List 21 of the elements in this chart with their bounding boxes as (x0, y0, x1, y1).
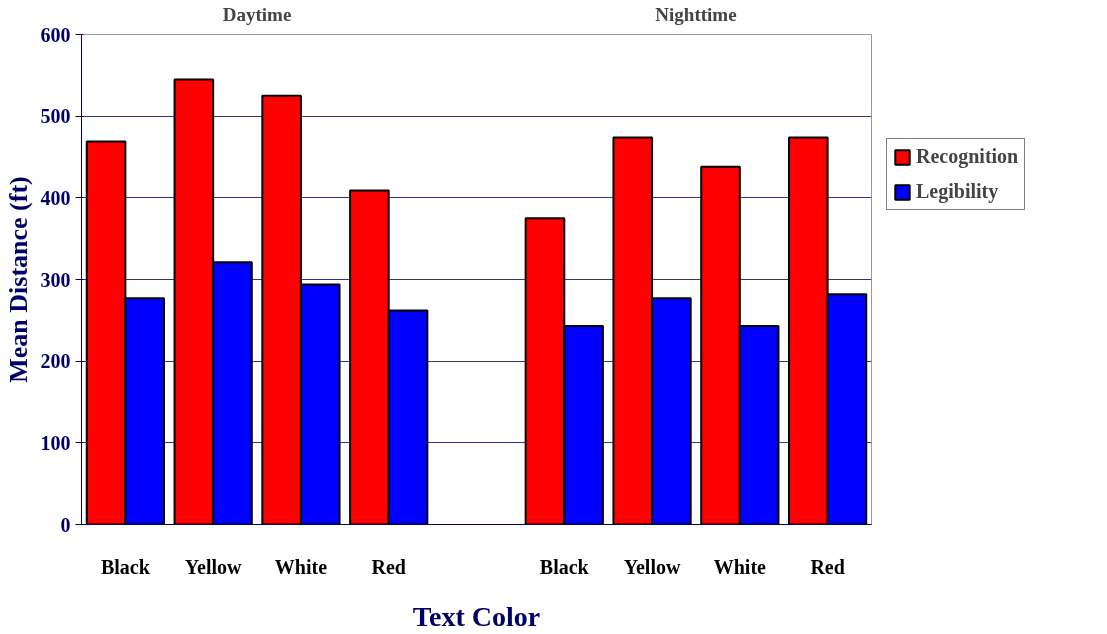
x-tick-label: White (274, 555, 328, 578)
x-tick-label: Yellow (184, 555, 243, 578)
y-tick-label: 200 (40, 350, 71, 373)
text: Daytime (222, 3, 292, 25)
x-tick-label: Yellow (623, 555, 681, 578)
y-axis-title: Mean Distance (ft) (3, 176, 33, 383)
y-tick-label: 0 (60, 513, 71, 536)
y-tick-label: 400 (40, 186, 71, 209)
x-tick-label: Black (100, 555, 151, 578)
x-tick-label: Red (371, 555, 406, 578)
y-tick-label: 500 (40, 105, 71, 128)
x-tick-label: White (713, 555, 767, 578)
y-tick-label: 100 (40, 431, 71, 454)
legend-label: Recognition (916, 145, 1019, 168)
y-tick-label: 600 (40, 23, 71, 46)
x-tick-label: Red (810, 555, 845, 578)
x-axis-title: Text Color (412, 600, 541, 632)
x-tick-label: Black (539, 555, 590, 578)
y-tick-label: 300 (40, 268, 71, 291)
text: Nighttime (655, 3, 737, 25)
legend-label: Legibility (916, 180, 999, 203)
